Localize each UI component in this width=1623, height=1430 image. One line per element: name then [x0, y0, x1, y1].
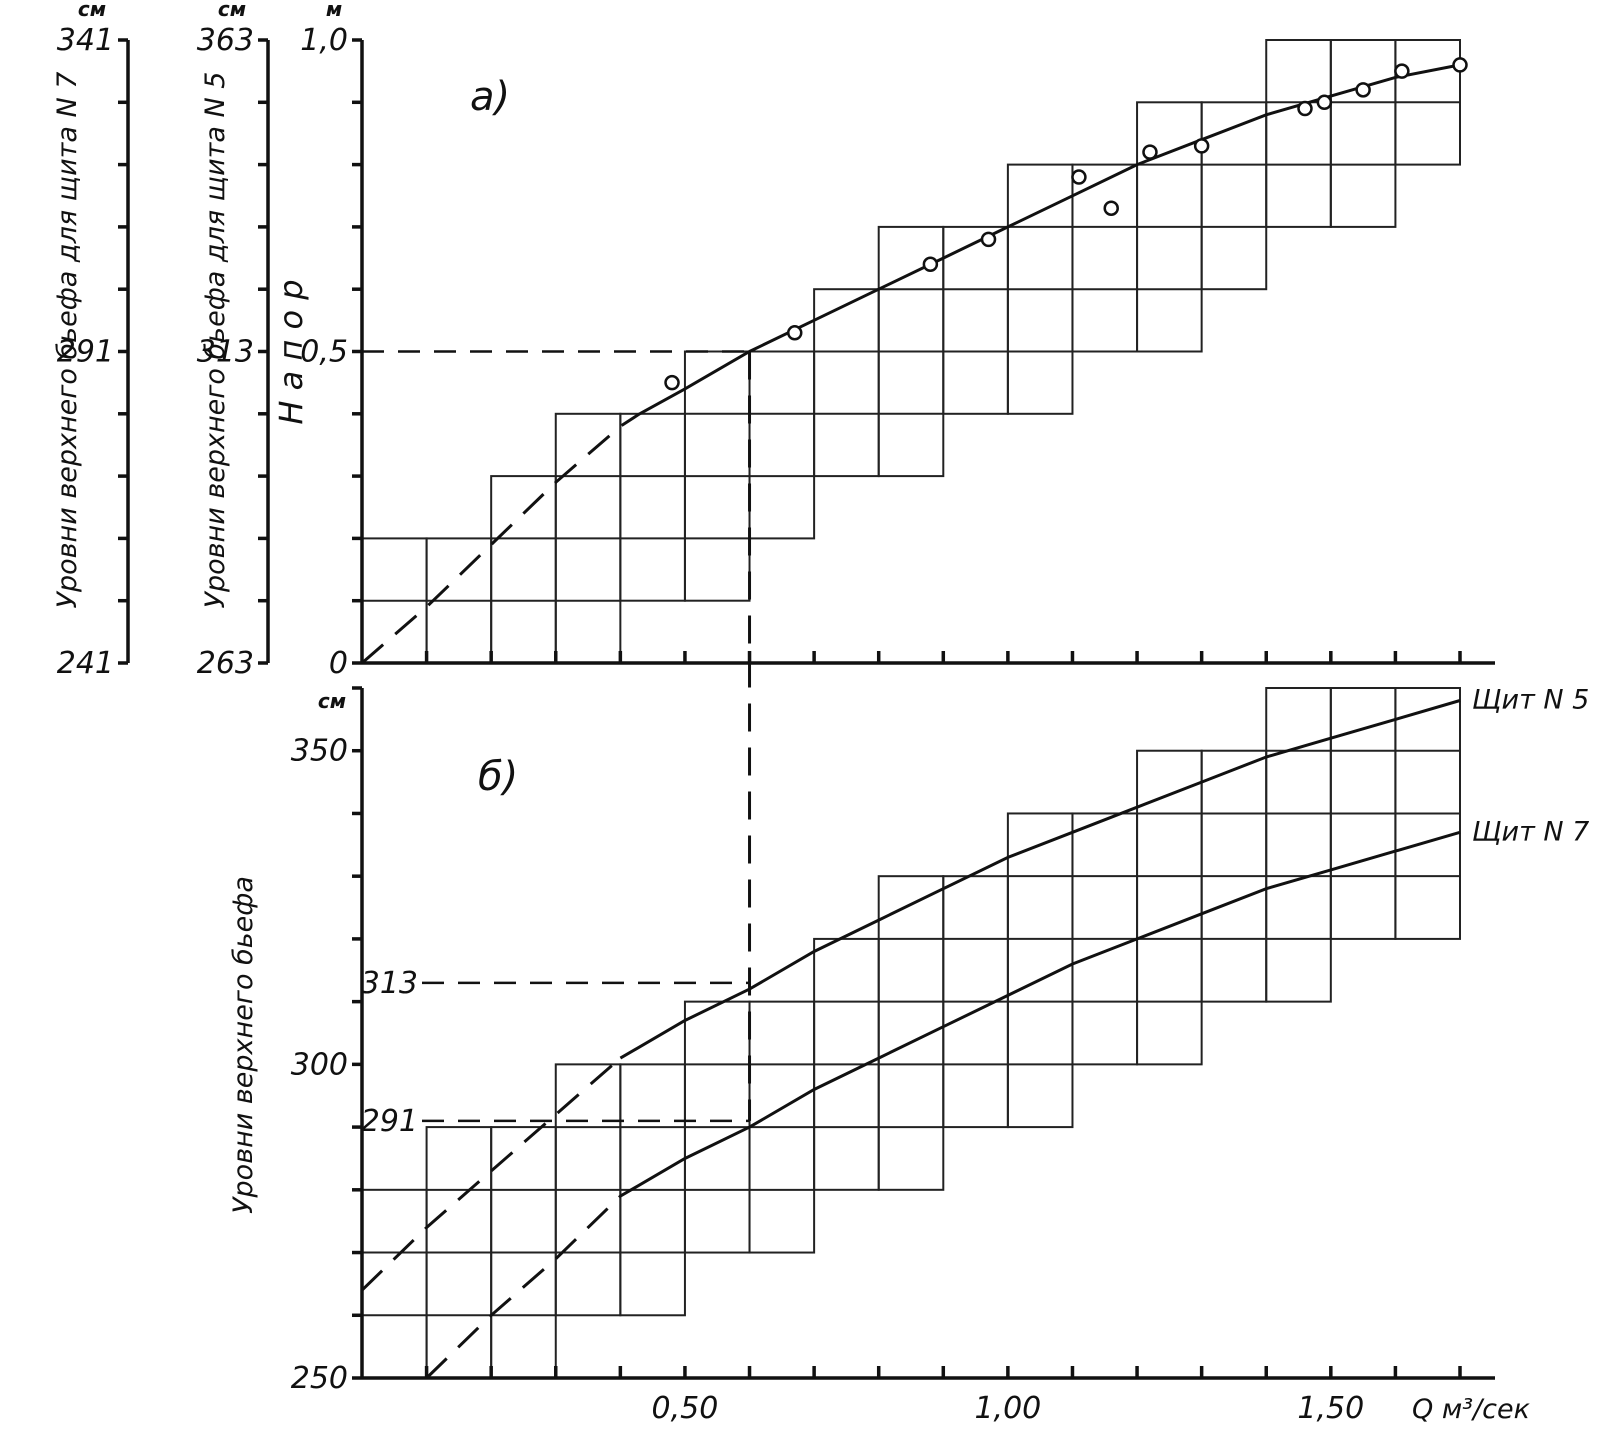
y-tick-label-a: 0	[329, 646, 348, 681]
point-a-3	[980, 231, 997, 248]
panel-label-a: а)	[470, 74, 510, 120]
secondary-axis-label-1: Уровни верхнего бьефа для щита N 7	[52, 72, 83, 609]
y-tick-label-b: 300	[291, 1047, 348, 1082]
y-label-a: Н а п о р	[272, 279, 310, 424]
secondary-tick-label-1: 291	[57, 335, 114, 370]
y-label-b: Уровни верхнего бьефа	[228, 876, 259, 1214]
series-b-0-dashed	[360, 1056, 622, 1292]
grid-a	[361, 39, 1461, 665]
secondary-unit-0: см	[218, 0, 246, 21]
point-a-5	[1103, 200, 1119, 216]
point-a-6	[1142, 144, 1158, 160]
grid-a-col-15	[1329, 39, 1397, 228]
x-tick-label-b: 0,50	[652, 1391, 719, 1426]
point-a-12	[1452, 57, 1468, 73]
annotation-b-0: 313	[361, 966, 418, 1001]
x-tick-label-b: 1,00	[974, 1391, 1041, 1426]
secondary-unit-1: см	[78, 0, 106, 21]
grid-a-col-6	[748, 350, 816, 540]
series-a-0-solid	[638, 63, 1461, 416]
data-points	[664, 57, 1468, 391]
series-label-0: Щит N 5	[1472, 685, 1589, 716]
point-a-11	[1394, 63, 1410, 79]
series-b-1-solid	[619, 830, 1461, 1198]
secondary-axis-label-0: Уровни верхнего бьефа для щита N 5	[200, 72, 231, 609]
secondary-tick-label-1: 341	[57, 23, 114, 58]
point-a-8	[1297, 100, 1313, 117]
secondary-tick-label-1: 241	[57, 646, 114, 681]
grid-a-col-14	[1265, 39, 1332, 228]
y-tick-label-a: 0,5	[300, 335, 348, 370]
series-b-1-dashed	[425, 1195, 622, 1380]
grid-a-col-2	[490, 475, 557, 664]
secondary-tick-label-0: 363	[197, 23, 254, 58]
series-label-1: Щит N 7	[1472, 816, 1589, 847]
point-a-10	[1355, 82, 1371, 98]
y-unit-b: см	[318, 689, 346, 713]
y-tick-label-b: 350	[291, 734, 348, 769]
x-tick-label-b: 1,50	[1297, 1391, 1364, 1426]
point-a-4	[1071, 169, 1087, 185]
y-unit-a: м	[326, 0, 342, 21]
grid-b	[361, 687, 1461, 1380]
point-a-0	[664, 374, 680, 391]
y-tick-label-b: 250	[291, 1361, 348, 1396]
point-a-1	[786, 325, 803, 341]
reference-lines	[362, 350, 752, 1123]
y-tick-label-a: 1,0	[300, 23, 348, 58]
axes	[118, 38, 1495, 1380]
point-a-2	[922, 256, 939, 273]
curves	[360, 63, 1461, 1380]
grid-b-col-12	[1136, 749, 1203, 1066]
series-a-0-dashed	[361, 412, 641, 665]
grid-a-col-4	[619, 412, 686, 602]
grid-b-col-0	[361, 1188, 428, 1380]
grid-a-col-13	[1200, 101, 1268, 291]
series-b-0-solid	[619, 699, 1461, 1060]
point-a-9	[1316, 94, 1333, 111]
panel-label-b: б)	[478, 754, 518, 800]
x-label-b: Q м³/сек	[1412, 1394, 1531, 1425]
point-a-7	[1193, 138, 1210, 154]
annotation-b-1: 291	[361, 1104, 418, 1139]
secondary-tick-label-0: 313	[197, 335, 254, 370]
secondary-tick-label-0: 263	[197, 646, 254, 681]
grid-b-col-14	[1265, 687, 1332, 1003]
